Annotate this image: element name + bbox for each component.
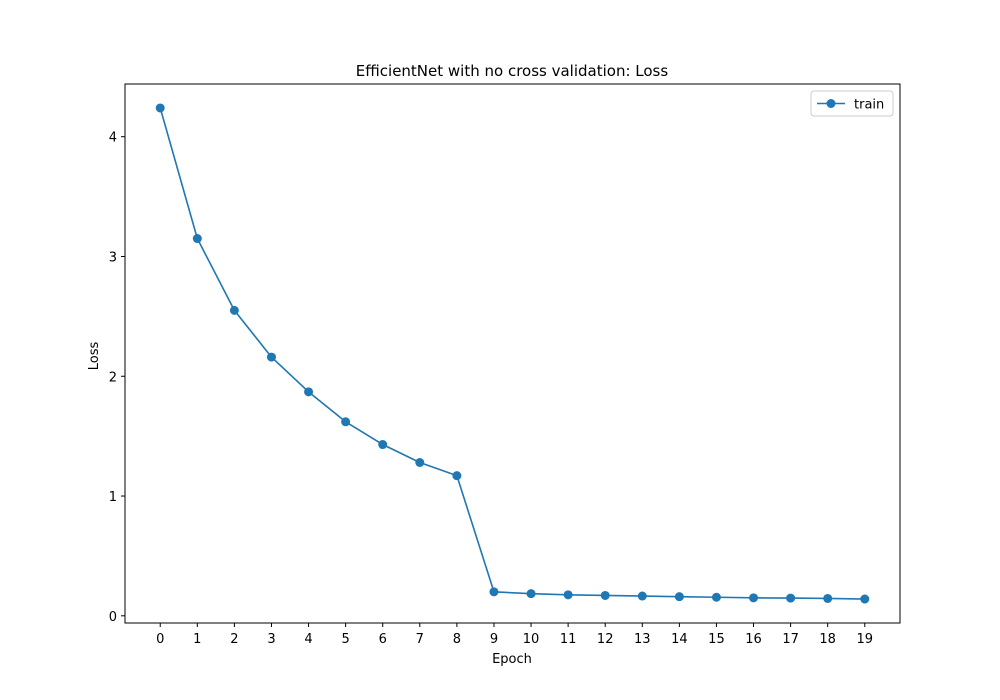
x-tick-label: 11 [560, 632, 577, 647]
x-axis: 0 1 2 3 4 5 6 7 8 9 10 11 12 13 14 15 16 17 18 19 [156, 623, 873, 647]
data-point [860, 594, 870, 604]
data-point [452, 471, 462, 481]
data-point [637, 591, 647, 601]
data-point [229, 305, 239, 315]
legend-marker-swatch [826, 99, 836, 108]
plot-frame [124, 83, 901, 624]
y-axis: 0 1 2 3 4 [109, 131, 125, 625]
data-point [415, 457, 425, 467]
y-tick-label: 0 [109, 610, 117, 625]
x-tick-label: 0 [156, 632, 164, 647]
series-line-train [159, 107, 865, 600]
legend-label: train [854, 98, 884, 113]
y-tick-label: 3 [109, 250, 117, 265]
data-point [711, 592, 721, 602]
data-point [526, 589, 536, 599]
data-point [674, 592, 684, 602]
x-axis-label: Epoch [492, 652, 532, 667]
x-tick-label: 3 [267, 632, 275, 647]
x-tick-label: 12 [597, 632, 614, 647]
data-point [823, 593, 833, 603]
data-point [341, 417, 351, 427]
x-tick-label: 14 [671, 632, 688, 647]
data-point [563, 590, 573, 600]
y-tick-label: 2 [109, 370, 117, 385]
x-tick-label: 18 [819, 632, 836, 647]
legend: train [810, 90, 894, 117]
plot-area [124, 83, 901, 624]
data-point [786, 593, 796, 603]
data-point [600, 590, 610, 600]
x-tick-label: 2 [230, 632, 238, 647]
x-tick-label: 19 [856, 632, 873, 647]
data-point [304, 387, 314, 397]
series-layer [155, 103, 870, 604]
x-tick-label: 5 [341, 632, 349, 647]
data-point [749, 593, 759, 603]
y-tick-label: 1 [109, 490, 117, 505]
chart-title: EfficientNet with no cross validation: L… [356, 62, 669, 80]
data-point [155, 103, 165, 113]
data-point [378, 440, 388, 450]
x-tick-label: 10 [523, 632, 540, 647]
x-tick-label: 16 [745, 632, 762, 647]
x-tick-label: 7 [416, 632, 424, 647]
x-tick-label: 15 [708, 632, 725, 647]
y-axis-label: Loss [87, 342, 102, 371]
x-tick-label: 9 [490, 632, 498, 647]
x-tick-label: 13 [634, 632, 651, 647]
data-point [192, 234, 202, 244]
x-tick-label: 4 [304, 632, 312, 647]
legend-box [810, 90, 894, 117]
data-point [489, 587, 499, 597]
x-tick-label: 8 [453, 632, 461, 647]
y-tick-label: 4 [109, 131, 117, 146]
x-tick-label: 1 [193, 632, 201, 647]
data-point [266, 352, 276, 362]
x-tick-label: 17 [782, 632, 799, 647]
x-tick-label: 6 [379, 632, 387, 647]
